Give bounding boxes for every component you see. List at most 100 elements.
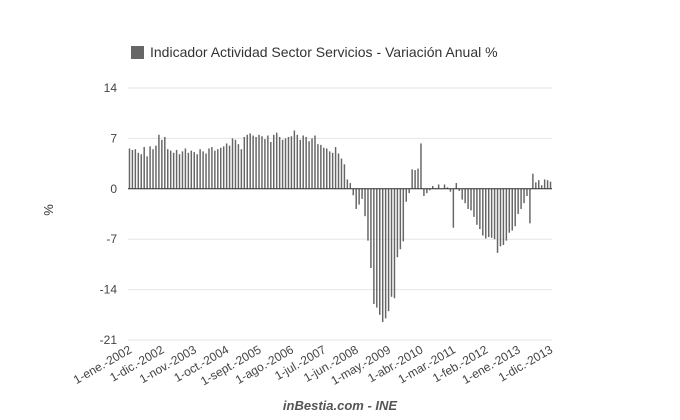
bar [352,188,354,196]
bar [143,147,145,189]
bar [549,181,552,189]
bar [476,188,478,225]
bar [379,188,381,315]
bar [246,134,248,189]
legend: Indicador Actividad Sector Servicios - V… [131,43,498,61]
bar [455,183,458,189]
bar [499,188,502,247]
bar [402,188,405,242]
bar [299,139,301,189]
bar [355,188,357,209]
bar [346,179,349,189]
bar [429,188,431,191]
bar [467,188,469,209]
bar [158,134,160,189]
bar [411,169,413,189]
bar [222,146,225,189]
bar [437,184,440,189]
bar [432,185,434,189]
bar [264,139,266,189]
y-tick-label: -7 [106,232,117,246]
bar [508,188,511,233]
bar [526,188,528,196]
bar [337,153,340,189]
bar [390,188,393,297]
bar [243,136,246,189]
bar [181,151,184,189]
bar [464,188,466,204]
bar [408,188,410,194]
bar [237,144,240,189]
bar [161,139,163,189]
bar [172,152,175,189]
bar [240,149,243,189]
bar [405,188,407,202]
bar [205,153,207,189]
bar [331,152,334,189]
bar [249,133,251,189]
bar [267,135,269,189]
bar [231,138,234,189]
bar [293,130,296,189]
x-tick-labels: 1-ene.-20021-dic.-20021-nov.-20031-oct.-… [71,342,555,388]
bar [184,148,187,189]
bar [308,141,310,189]
bar [323,147,325,189]
bar [273,134,275,189]
bar [202,151,204,189]
bar [131,149,134,189]
bar [270,142,272,189]
bar [387,188,390,312]
bar [302,135,304,189]
bar [340,158,343,189]
bar [505,188,508,241]
bar [328,151,331,189]
bar [149,146,151,189]
bar [305,136,307,189]
bar [349,183,352,189]
bar [175,149,178,189]
bar [199,149,201,189]
bar [523,188,525,204]
bar [164,136,166,189]
bar [217,149,219,189]
bar [449,188,452,192]
bar [284,138,287,189]
bar [514,188,516,227]
y-tick-labels: 14 7 0 -7 -14 -21 [100,81,118,347]
bar [532,173,534,189]
bar [290,136,293,189]
y-tick-label: 7 [110,131,117,145]
bar [196,154,198,189]
bar [287,136,290,189]
bar [252,135,254,189]
bar [482,188,484,236]
y-tick-label: -14 [100,283,118,297]
bar [255,136,257,189]
bar [214,150,216,189]
bar [258,134,260,189]
bar [373,188,375,304]
bar [485,188,487,239]
bar [493,188,496,240]
bar [452,188,455,228]
bar [423,188,425,196]
bar [169,150,172,189]
bar [461,188,463,200]
bar [167,149,169,189]
bar [146,156,148,189]
y-axis-label: % [41,204,56,216]
bar [473,188,475,217]
bar [496,188,499,253]
bar [414,170,416,189]
bar [137,152,140,189]
bar [417,168,419,189]
bar [370,188,372,268]
y-tick-label: -21 [100,333,118,347]
bar [187,152,190,189]
bar [261,136,263,189]
bar [458,188,460,191]
bar [311,138,313,189]
bar [317,144,319,189]
